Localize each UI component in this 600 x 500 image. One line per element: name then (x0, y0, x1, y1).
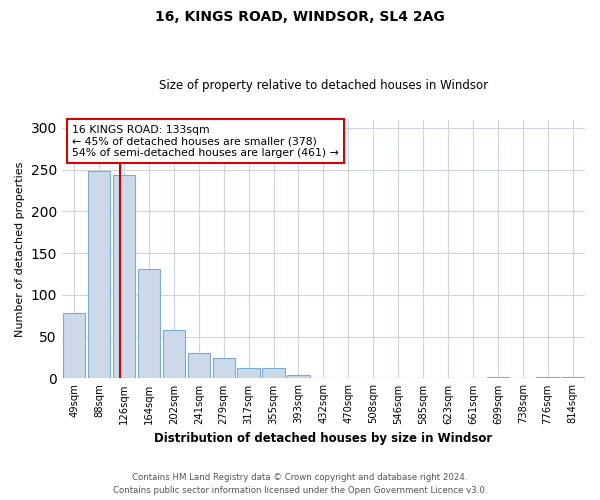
Bar (163, 330, 185, 378)
X-axis label: Distribution of detached houses by size in Windsor: Distribution of detached houses by size … (154, 432, 493, 445)
Bar (88, 172, 110, 378)
Bar (287, 375, 310, 378)
Y-axis label: Number of detached properties: Number of detached properties (15, 162, 25, 336)
Bar (63, 314, 85, 378)
Bar (188, 354, 210, 378)
Bar (113, 174, 135, 378)
Bar (138, 269, 160, 378)
Bar (562, 377, 584, 378)
Title: Size of property relative to detached houses in Windsor: Size of property relative to detached ho… (159, 79, 488, 92)
Text: Contains HM Land Registry data © Crown copyright and database right 2024.
Contai: Contains HM Land Registry data © Crown c… (113, 474, 487, 495)
Bar (238, 368, 260, 378)
Text: 16, KINGS ROAD, WINDSOR, SL4 2AG: 16, KINGS ROAD, WINDSOR, SL4 2AG (155, 10, 445, 24)
Bar (536, 377, 559, 378)
Text: 16 KINGS ROAD: 133sqm
← 45% of detached houses are smaller (378)
54% of semi-det: 16 KINGS ROAD: 133sqm ← 45% of detached … (72, 124, 339, 158)
Bar (212, 358, 235, 378)
Bar (487, 377, 509, 378)
Bar (262, 368, 285, 378)
